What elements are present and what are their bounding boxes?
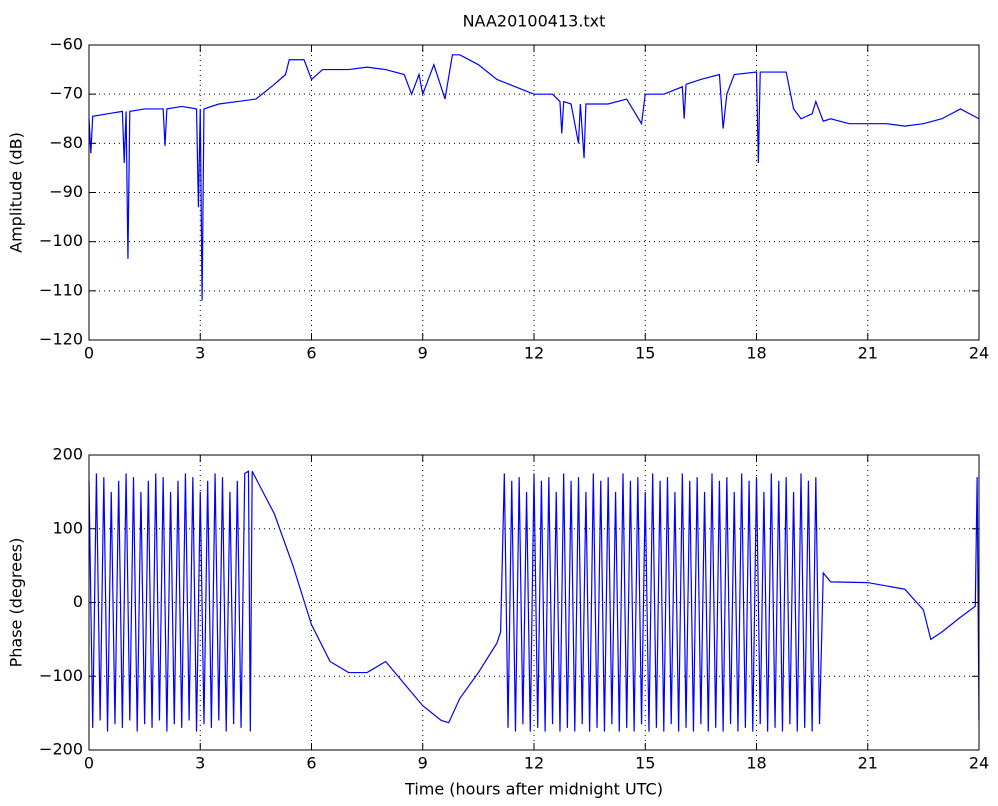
y-tick-label: −120 [39, 330, 83, 349]
x-tick-label: 15 [635, 754, 655, 773]
y-tick-label: 200 [52, 445, 83, 464]
y-tick-label: −60 [49, 35, 83, 54]
y-tick-label: 100 [52, 518, 83, 537]
chart-title: NAA20100413.txt [463, 12, 606, 31]
x-tick-label: 9 [418, 344, 428, 363]
x-tick-label: 24 [969, 754, 989, 773]
x-tick-label: 6 [306, 754, 316, 773]
y-axis-label: Amplitude (dB) [7, 132, 26, 253]
x-tick-label: 21 [858, 754, 878, 773]
y-tick-label: −110 [39, 280, 83, 299]
y-tick-label: −80 [49, 133, 83, 152]
x-tick-label: 18 [746, 754, 766, 773]
y-tick-label: −100 [39, 231, 83, 250]
x-tick-label: 0 [84, 344, 94, 363]
x-tick-label: 12 [524, 754, 544, 773]
y-tick-label: −90 [49, 182, 83, 201]
x-tick-label: 21 [858, 344, 878, 363]
data-line [88, 54, 980, 301]
axes-box [88, 454, 980, 751]
x-tick-label: 24 [969, 344, 989, 363]
y-tick-label: −70 [49, 84, 83, 103]
x-tick-label: 15 [635, 344, 655, 363]
axes-box [88, 44, 980, 341]
x-tick-label: 3 [195, 344, 205, 363]
data-line [88, 470, 980, 732]
y-axis-label: Phase (degrees) [7, 538, 26, 668]
x-tick-label: 6 [306, 344, 316, 363]
y-tick-label: −200 [39, 740, 83, 759]
y-tick-label: −100 [39, 666, 83, 685]
x-axis-label: Time (hours after midnight UTC) [404, 780, 663, 799]
x-tick-label: 18 [746, 344, 766, 363]
x-tick-label: 9 [418, 754, 428, 773]
x-tick-label: 12 [524, 344, 544, 363]
y-tick-label: 0 [73, 592, 83, 611]
x-tick-label: 0 [84, 754, 94, 773]
x-tick-label: 3 [195, 754, 205, 773]
